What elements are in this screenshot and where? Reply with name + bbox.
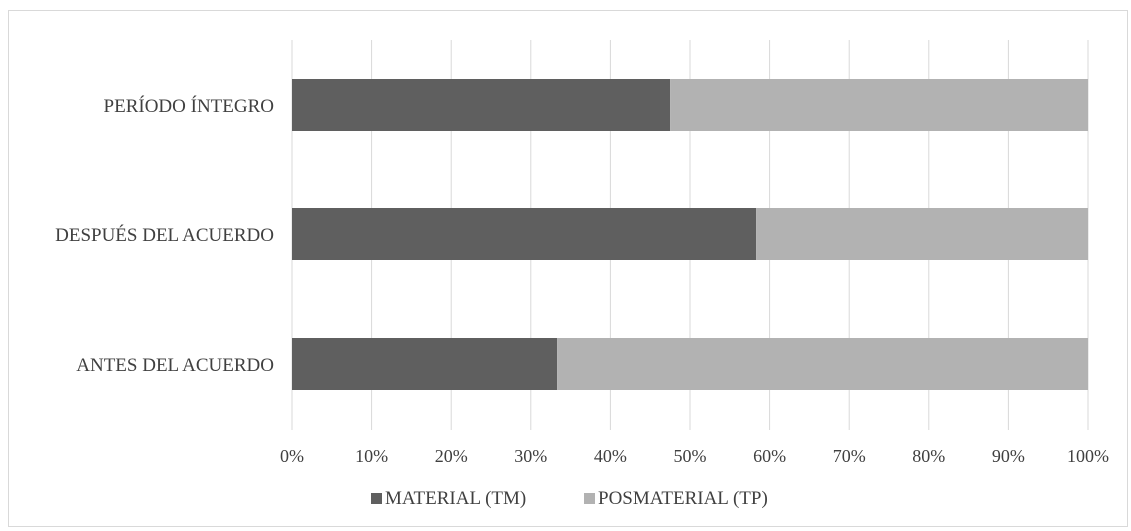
bars — [292, 79, 1088, 390]
bar-material-tm-despues-del-acuerdo — [292, 208, 757, 260]
legend: MATERIAL (TM) POSMATERIAL (TP) — [371, 488, 768, 509]
x-tick-label: 0% — [280, 446, 304, 466]
legend-swatch-material-tm — [371, 493, 382, 504]
x-tick-label: 10% — [355, 446, 388, 466]
bar-material-tm-antes-del-acuerdo — [292, 338, 558, 390]
category-label: PERÍODO ÍNTEGRO — [104, 95, 274, 117]
bar-posmaterial-tp-antes-del-acuerdo — [557, 338, 1088, 390]
legend-swatch-posmaterial-tp — [584, 493, 595, 504]
x-tick-label: 60% — [753, 446, 786, 466]
x-tick-label: 80% — [912, 446, 945, 466]
category-labels: ANTES DEL ACUERDO DESPUÉS DEL ACUERDO PERÍ… — [55, 95, 274, 376]
x-tick-label: 20% — [435, 446, 468, 466]
category-label: DESPUÉS DEL ACUERDO — [55, 224, 274, 246]
bar-material-tm-periodo-integro — [292, 79, 671, 131]
x-tick-label: 100% — [1067, 446, 1109, 466]
x-tick-label: 90% — [992, 446, 1025, 466]
x-tick-labels: 0% 10% 20% 30% 40% 50% 60% 70% 80% 90% 100% — [280, 446, 1109, 466]
bar-posmaterial-tp-despues-del-acuerdo — [756, 208, 1088, 260]
x-tick-label: 70% — [833, 446, 866, 466]
x-tick-label: 50% — [674, 446, 707, 466]
category-label: ANTES DEL ACUERDO — [76, 355, 274, 376]
legend-label-material-tm: MATERIAL (TM) — [385, 488, 526, 509]
x-tick-label: 30% — [514, 446, 547, 466]
legend-label-posmaterial-tp: POSMATERIAL (TP) — [598, 488, 768, 509]
bar-posmaterial-tp-periodo-integro — [670, 79, 1088, 131]
x-tick-label: 40% — [594, 446, 627, 466]
